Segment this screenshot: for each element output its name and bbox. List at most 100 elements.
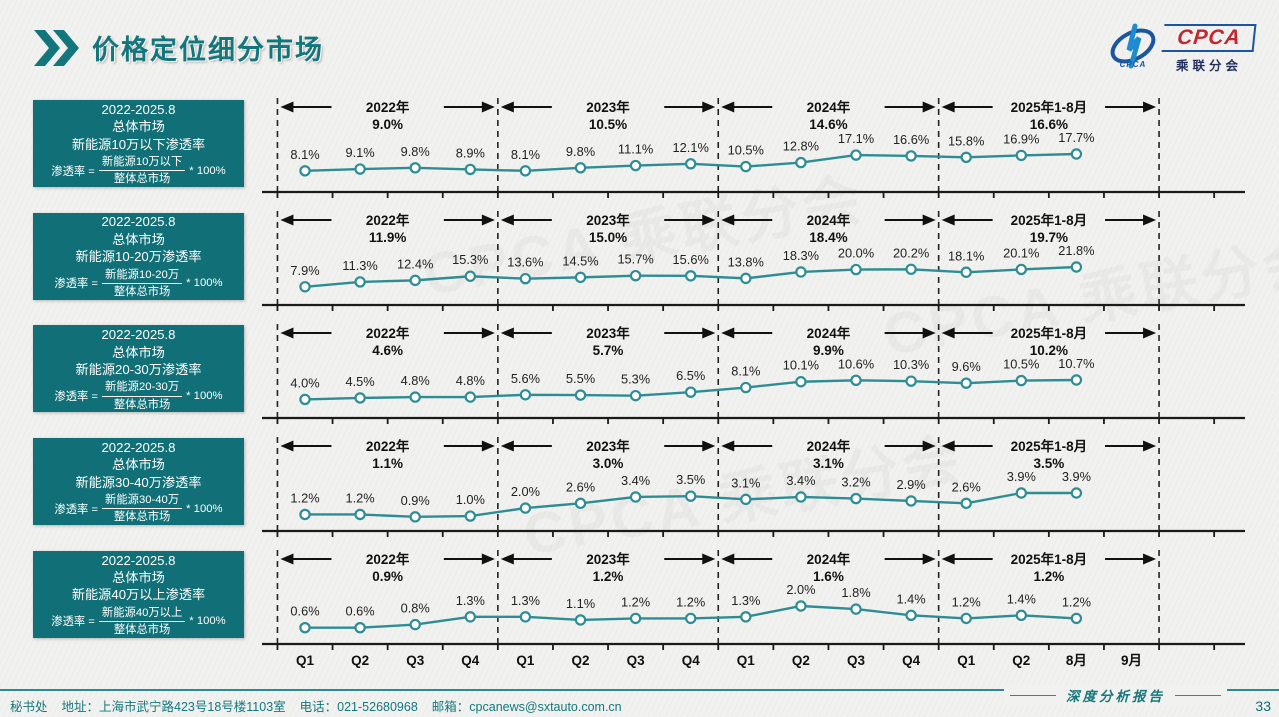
x-axis-label: Q4 (682, 653, 701, 668)
value-label: 0.6% (346, 604, 375, 619)
decorative-line (1010, 694, 1056, 696)
card-metric: 新能源10-20万渗透率 (75, 249, 202, 265)
segment-dividers (276, 211, 1160, 305)
value-label: 1.2% (1062, 594, 1091, 609)
metric-card-0: 2022-2025.8 总体市场 新能源10万以下渗透率 渗透率 = 新能源10万以下整… (33, 100, 244, 187)
value-label: 1.0% (456, 492, 485, 507)
value-label: 10.3% (893, 357, 929, 372)
data-points (299, 261, 1083, 293)
footer-secretariat: 秘书处 (10, 700, 48, 714)
value-label: 7.9% (290, 263, 319, 278)
value-label: 1.4% (1007, 591, 1036, 606)
data-point (519, 165, 532, 177)
data-point (960, 497, 972, 510)
value-label: 1.2% (676, 594, 705, 609)
segment-dividers (276, 98, 1160, 192)
segment-average: 16.6% (1030, 117, 1068, 132)
arrow-right-icon (1143, 214, 1157, 226)
formula-lhs: 渗透率 = (51, 616, 95, 629)
data-points (299, 487, 1083, 523)
value-label: 0.6% (290, 604, 319, 619)
value-label: 1.1% (566, 596, 595, 611)
segment-average: 5.7% (593, 343, 624, 358)
data-point (1015, 487, 1028, 499)
data-point (685, 270, 697, 282)
segment-label: 2022年 (366, 99, 410, 115)
segment-dividers (276, 550, 1160, 644)
formula-numerator: 新能源10-20万 (102, 268, 183, 284)
value-label: 2.0% (786, 582, 815, 597)
value-label: 14.5% (562, 253, 598, 268)
decorative-line (1175, 694, 1221, 696)
card-market: 总体市场 (112, 457, 165, 473)
value-label: 13.6% (507, 255, 543, 270)
value-label: 17.1% (838, 131, 874, 146)
x-axis (262, 303, 1245, 311)
data-point (795, 600, 807, 612)
value-label: 9.8% (401, 144, 430, 159)
value-label: 3.5% (676, 472, 705, 487)
data-point (1015, 374, 1028, 387)
data-points (299, 148, 1083, 177)
value-label: 10.5% (728, 143, 764, 158)
x-axis-label: Q3 (847, 653, 866, 668)
data-point (629, 491, 642, 503)
segment-average: 3.5% (1033, 456, 1064, 471)
segment-label: 2024年 (807, 438, 851, 454)
footer-phone: 电话：021-52680968 (299, 700, 418, 714)
data-point (850, 603, 862, 615)
segment-label: 2025年1-8月 (1011, 438, 1088, 454)
data-point (1070, 487, 1083, 499)
logo-subtitle: 乘联分会 (1175, 59, 1242, 74)
value-label: 8.1% (511, 147, 540, 162)
arrow-right-icon (481, 553, 495, 565)
data-point (464, 510, 476, 522)
x-axis (262, 529, 1245, 537)
data-point (464, 391, 476, 403)
data-point (905, 495, 917, 507)
segment-headers: 2022年 0.9% 2023年 1.2% 2024年 1.6% 2025年1-8月 1.2% (280, 551, 1157, 584)
data-point (629, 389, 642, 402)
x-axis-label: Q1 (296, 653, 315, 668)
data-point (409, 391, 421, 403)
value-label: 1.3% (456, 593, 485, 608)
segment-label: 2022年 (366, 438, 410, 454)
arrow-left-icon (721, 327, 735, 339)
segment-average: 15.0% (589, 230, 627, 245)
segment-headers: 2022年 1.1% 2023年 3.0% 2024年 3.1% 2025年1-8月 3.5% (280, 438, 1157, 471)
value-label: 15.3% (452, 252, 488, 267)
segment-headers: 2022年 11.9% 2023年 15.0% 2024年 18.4% 2025年1-8月 1… (280, 212, 1157, 245)
value-label: 1.2% (952, 594, 981, 609)
formula-numerator: 新能源30-40万 (102, 493, 183, 510)
value-label: 8.9% (456, 145, 485, 160)
data-point (629, 612, 642, 625)
value-label: 17.7% (1058, 130, 1094, 145)
value-label: 4.8% (456, 373, 485, 388)
arrow-left-icon (500, 214, 514, 226)
data-point (519, 611, 532, 623)
segment-label: 2025年1-8月 (1011, 212, 1088, 228)
chart-row-4: 2022年 0.9% 2023年 1.2% 2024年 1.6% 2025年1-8月 1.2%… (262, 547, 1245, 680)
data-point (574, 162, 587, 174)
data-point (905, 609, 917, 622)
data-point (464, 270, 476, 282)
data-point (574, 271, 587, 284)
data-point (629, 159, 642, 172)
arrow-left-icon (280, 553, 294, 565)
value-label: 20.0% (838, 246, 874, 261)
x-axis-label: Q4 (902, 653, 921, 668)
footer-address: 地址：上海市武宁路423号18号楼1103室 (61, 700, 286, 714)
cpca-logo: CPCA 乘联分会 CPCA (1105, 18, 1257, 78)
data-point (519, 502, 532, 514)
value-label: 10.7% (1058, 356, 1094, 371)
formula-suffix: * 100% (186, 277, 223, 290)
data-point (354, 392, 366, 404)
segment-average: 3.1% (813, 456, 844, 471)
segment-average: 1.1% (372, 456, 403, 471)
report-label-group: 深度分析报告 (1004, 685, 1227, 705)
x-axis-label: Q1 (737, 653, 756, 668)
card-market: 总体市场 (112, 231, 165, 247)
data-point (685, 612, 697, 625)
value-labels: 1.2% 1.2% 0.9% 1.0% 2.0% 2.6% 3.4% 3.5% 3.1% 3.4%… (290, 469, 1091, 508)
footer-email: 邮箱：cpcanews@sxtauto.com.cn (431, 700, 622, 714)
